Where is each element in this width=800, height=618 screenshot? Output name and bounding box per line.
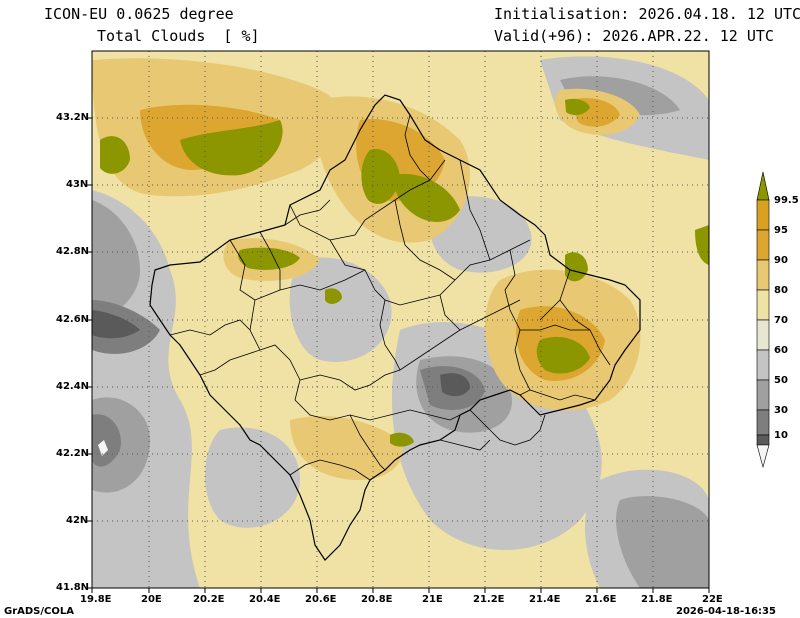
country-border <box>149 94 641 561</box>
colorbar-label: 80 <box>774 285 788 296</box>
axis-ticks <box>87 117 710 593</box>
colorbar-label: 10 <box>774 430 788 441</box>
colorbar-label: 90 <box>774 255 788 266</box>
colorbar-segment <box>756 289 770 321</box>
y-tick-label: 43.2N <box>56 112 90 123</box>
x-tick-label: 21.6E <box>585 594 617 605</box>
y-tick-label: 43N <box>66 179 89 190</box>
init-time: Initialisation: 2026.04.18. 12 UTC <box>494 5 800 23</box>
x-tick-label: 20.2E <box>193 594 225 605</box>
colorbar-label: 50 <box>774 375 788 386</box>
colorbar-label: 60 <box>774 345 788 356</box>
model-title: ICON-EU 0.0625 degree <box>44 5 234 23</box>
colorbar-segment <box>756 409 770 436</box>
colorbar-segment <box>756 199 770 231</box>
x-tick-label: 20E <box>141 594 162 605</box>
municipal-boundaries <box>169 114 611 481</box>
colorbar-segment <box>756 349 770 381</box>
colorbar-top-arrow <box>756 171 770 201</box>
x-tick-label: 19.8E <box>80 594 112 605</box>
footer-credit: GrADS/COLA <box>4 606 74 617</box>
y-tick-label: 41.8N <box>56 582 90 593</box>
colorbar-segment <box>756 434 770 446</box>
colorbar-bottom-arrow <box>756 444 770 469</box>
colorbar-segment <box>756 259 770 291</box>
x-tick-label: 20.8E <box>361 594 393 605</box>
colorbar-label: 70 <box>774 315 788 326</box>
x-tick-label: 21.2E <box>473 594 505 605</box>
valid-time: Valid(+96): 2026.APR.22. 12 UTC <box>494 27 774 45</box>
colorbar-label: 99.5 <box>774 195 799 206</box>
x-tick-label: 21E <box>422 594 443 605</box>
y-tick-label: 42.8N <box>56 246 90 257</box>
y-tick-label: 42.2N <box>56 448 90 459</box>
x-tick-label: 22E <box>702 594 723 605</box>
footer-timestamp: 2026-04-18-16:35 <box>676 606 776 617</box>
variable-title: Total Clouds [ %] <box>97 27 260 45</box>
x-tick-label: 21.4E <box>529 594 561 605</box>
x-tick-label: 20.6E <box>305 594 337 605</box>
colorbar-label: 30 <box>774 405 788 416</box>
colorbar-segment <box>756 379 770 411</box>
cloud-field <box>92 51 709 588</box>
x-tick-label: 20.4E <box>249 594 281 605</box>
x-tick-label: 21.8E <box>641 594 673 605</box>
y-tick-label: 42N <box>66 515 89 526</box>
colorbar-segment <box>756 229 770 261</box>
y-tick-label: 42.6N <box>56 314 90 325</box>
y-tick-label: 42.4N <box>56 381 90 392</box>
colorbar-label: 95 <box>774 225 788 236</box>
colorbar-segment <box>756 319 770 351</box>
